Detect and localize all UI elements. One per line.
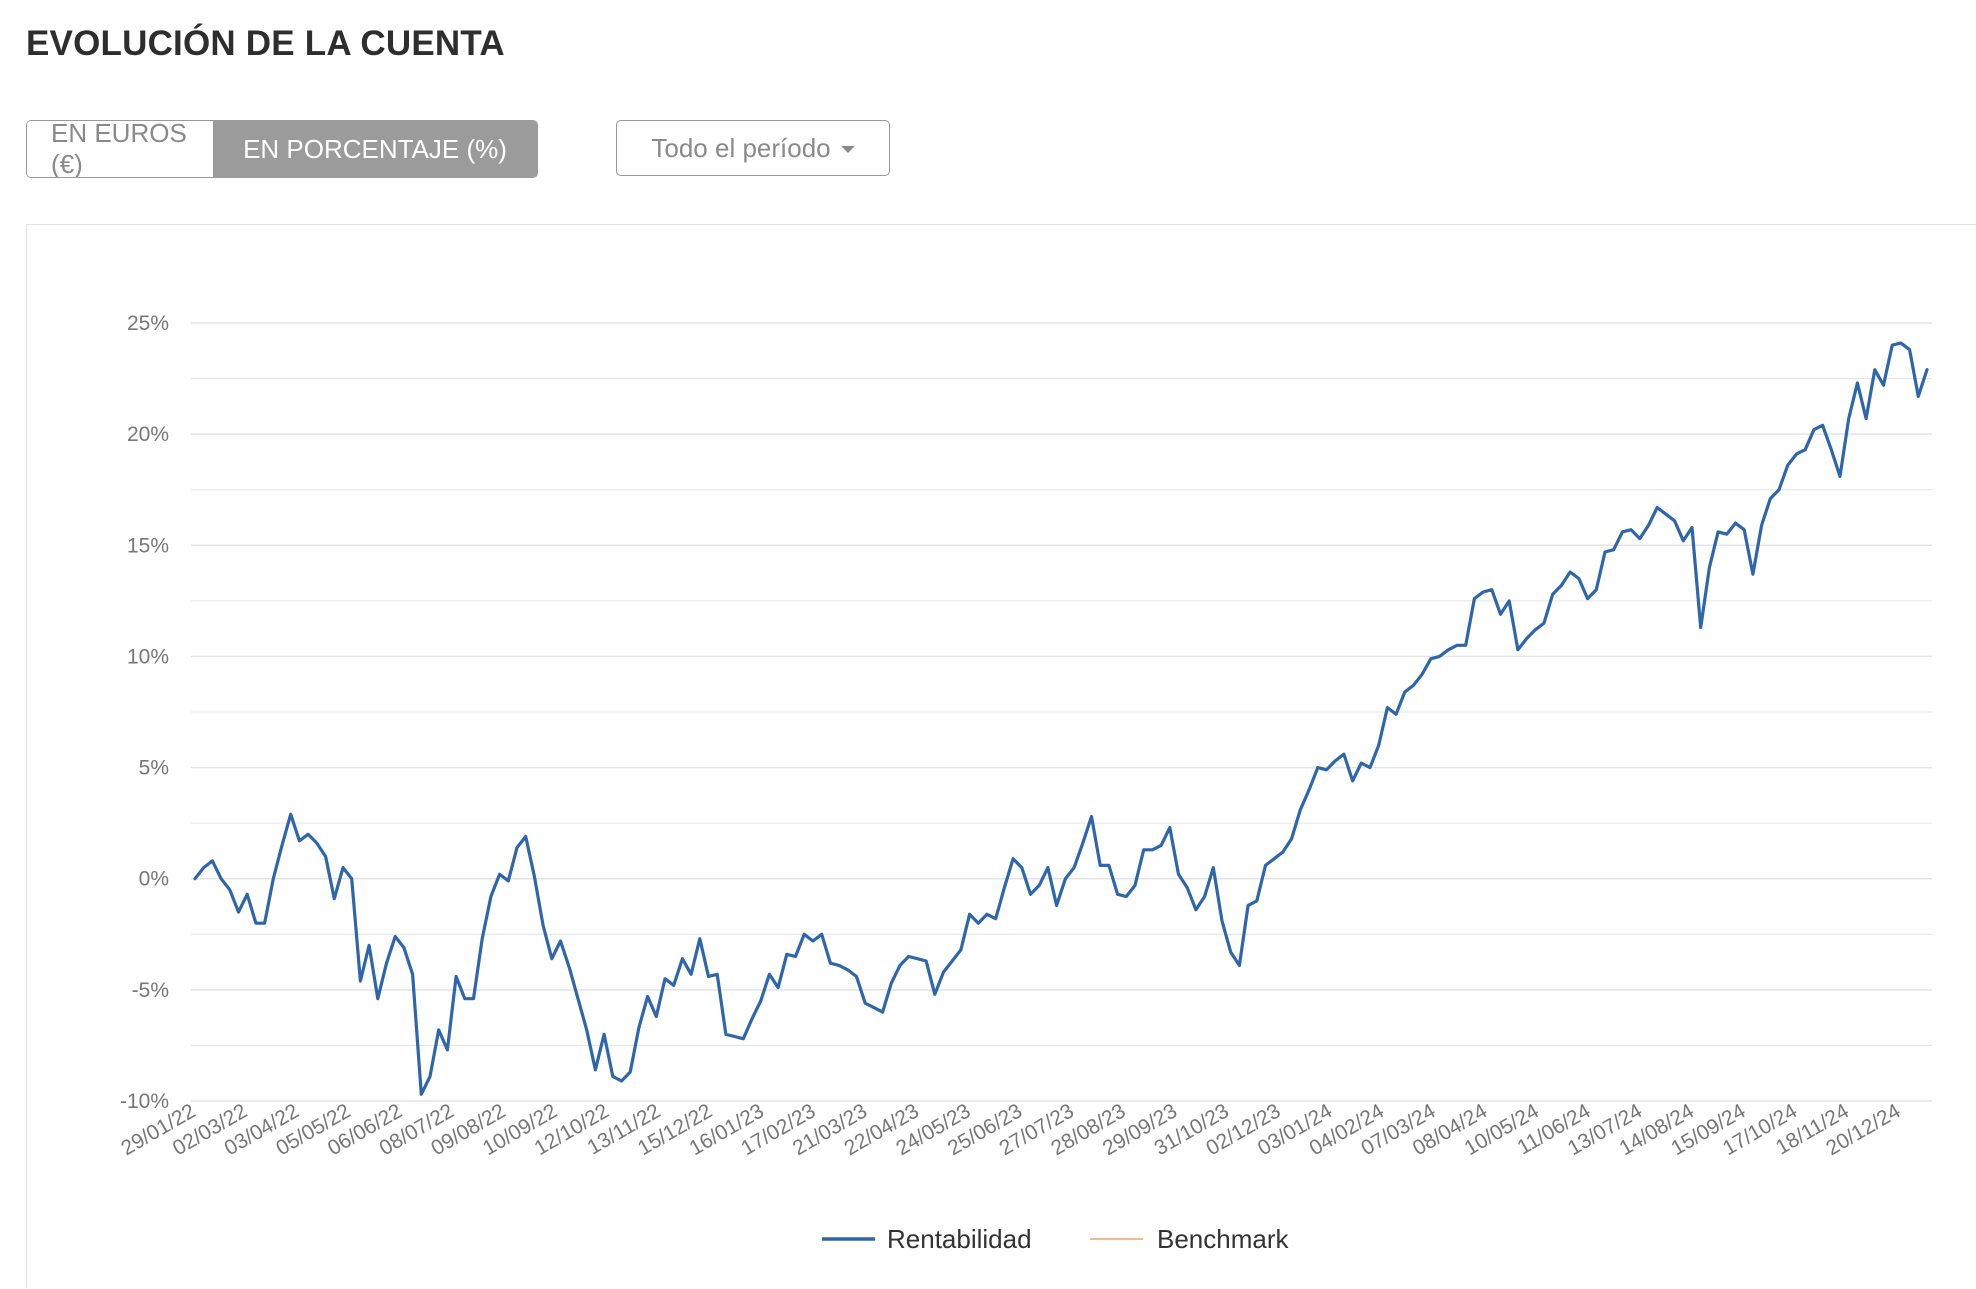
- toggle-percent-button[interactable]: EN PORCENTAJE (%): [213, 121, 537, 177]
- period-dropdown-value: Todo el período: [651, 132, 831, 163]
- chart-panel: -10% -5% 0% 5% 10% 15% 20% 25% 29/01/22 02/03/22 0…: [26, 224, 1976, 1288]
- legend-label-benchmark: Benchmark: [1157, 1224, 1289, 1254]
- page-title: EVOLUCIÓN DE LA CUENTA: [26, 24, 505, 63]
- line-chart: -10%-5%0%5%10%15%20%25%29/01/2202/03/220…: [117, 312, 1932, 1254]
- y-tick-label: 5%: [139, 757, 169, 780]
- caret-down-icon: [840, 145, 855, 153]
- y-tick-label: 15%: [127, 534, 169, 557]
- view-toggle: EN EUROS (€) EN PORCENTAJE (%): [26, 120, 538, 178]
- y-tick-label: 20%: [127, 423, 169, 446]
- y-tick-label: 10%: [127, 645, 169, 668]
- y-tick-label: -10%: [120, 1090, 169, 1113]
- period-dropdown[interactable]: Todo el período: [616, 120, 890, 176]
- legend-label-rentabilidad: Rentabilidad: [887, 1224, 1032, 1254]
- y-tick-label: 0%: [139, 868, 169, 891]
- y-tick-label: -5%: [132, 979, 169, 1002]
- y-tick-label: 25%: [127, 312, 169, 335]
- series-line-rentabilidad: [193, 341, 1929, 1096]
- toggle-euros-button[interactable]: EN EUROS (€): [27, 121, 213, 177]
